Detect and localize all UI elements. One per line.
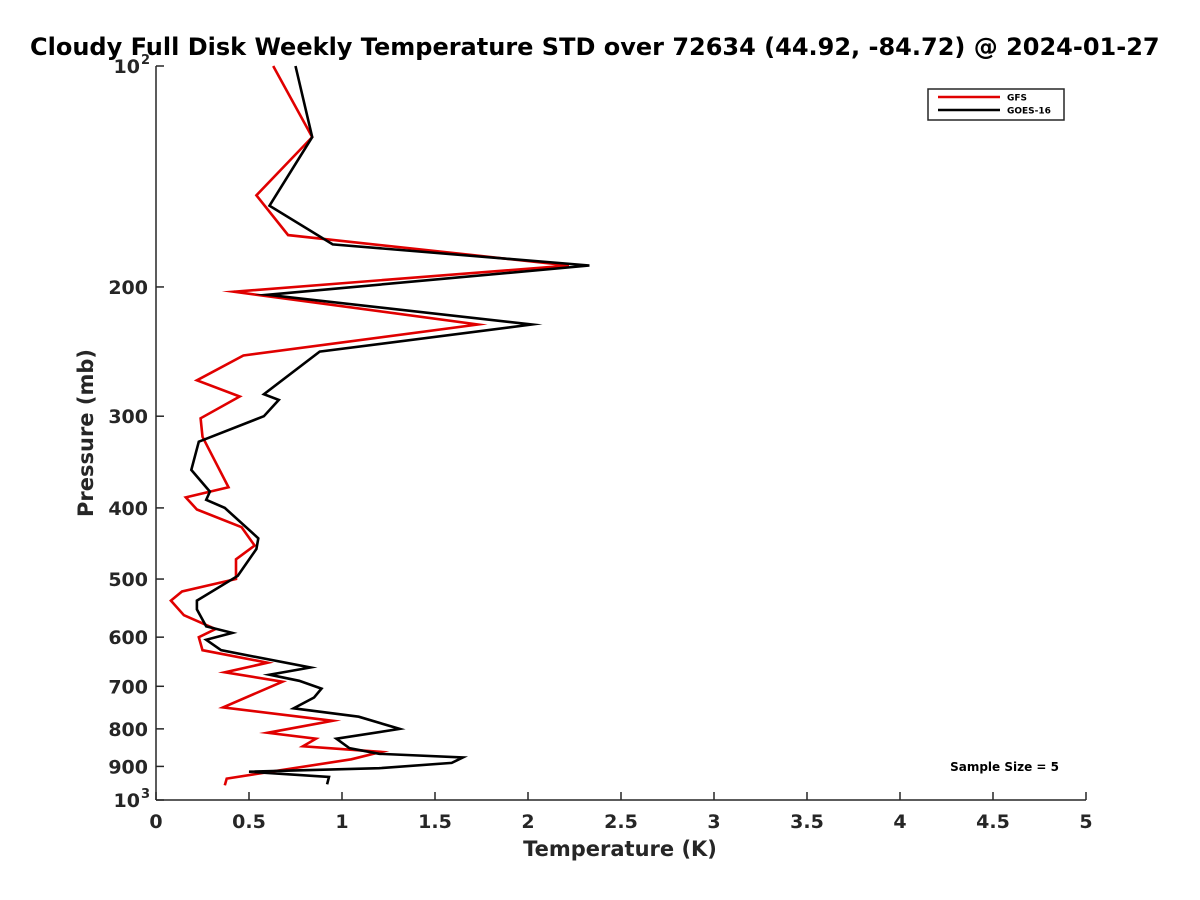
x-tick-label: 2.5 <box>604 811 638 833</box>
x-tick-label: 4 <box>893 811 906 833</box>
y-tick-label: 200 <box>108 277 148 299</box>
y-tick-label: 900 <box>108 756 148 778</box>
y-tick-label: 600 <box>108 627 148 649</box>
x-tick-label: 0.5 <box>232 811 266 833</box>
legend: GFS GOES-16 <box>927 88 1065 121</box>
x-tick-label: 3 <box>707 811 720 833</box>
x-tick-label: 0 <box>149 811 162 833</box>
x-tick-label: 4.5 <box>976 811 1010 833</box>
y-tick-label: 500 <box>108 569 148 591</box>
y-tick-label: 700 <box>108 676 148 698</box>
y-tick-label: 800 <box>108 719 148 741</box>
legend-box <box>927 88 1065 121</box>
legend-entry-label: GFS <box>1007 94 1027 104</box>
y-tick-label: 10 <box>114 56 140 78</box>
x-tick-label: 3.5 <box>790 811 824 833</box>
sample-size-annotation: Sample Size = 5 <box>950 760 1059 774</box>
y-tick-exponent: 3 <box>141 787 150 802</box>
plot-lines <box>169 65 590 786</box>
x-tick-label: 2 <box>521 811 534 833</box>
axes: 0 0.5 1 1.5 2 2.5 3 3.5 4 4.5 510 22003004005006007… <box>108 53 1092 833</box>
x-tick-label: 1.5 <box>418 811 452 833</box>
y-tick-label: 300 <box>108 406 148 428</box>
series-line-goes-16 <box>189 65 590 785</box>
x-tick-label: 1 <box>335 811 348 833</box>
x-tick-label: 5 <box>1079 811 1092 833</box>
y-axis-label: Pressure (mb) <box>74 349 98 517</box>
x-axis-label: Temperature (K) <box>523 837 717 861</box>
y-tick-label: 10 <box>114 790 140 812</box>
y-tick-exponent: 2 <box>141 53 150 68</box>
chart-title: Cloudy Full Disk Weekly Temperature STD … <box>30 33 1160 61</box>
y-tick-label: 400 <box>108 498 148 520</box>
series-line-gfs <box>169 65 570 786</box>
legend-entry-label: GOES-16 <box>1007 107 1051 117</box>
